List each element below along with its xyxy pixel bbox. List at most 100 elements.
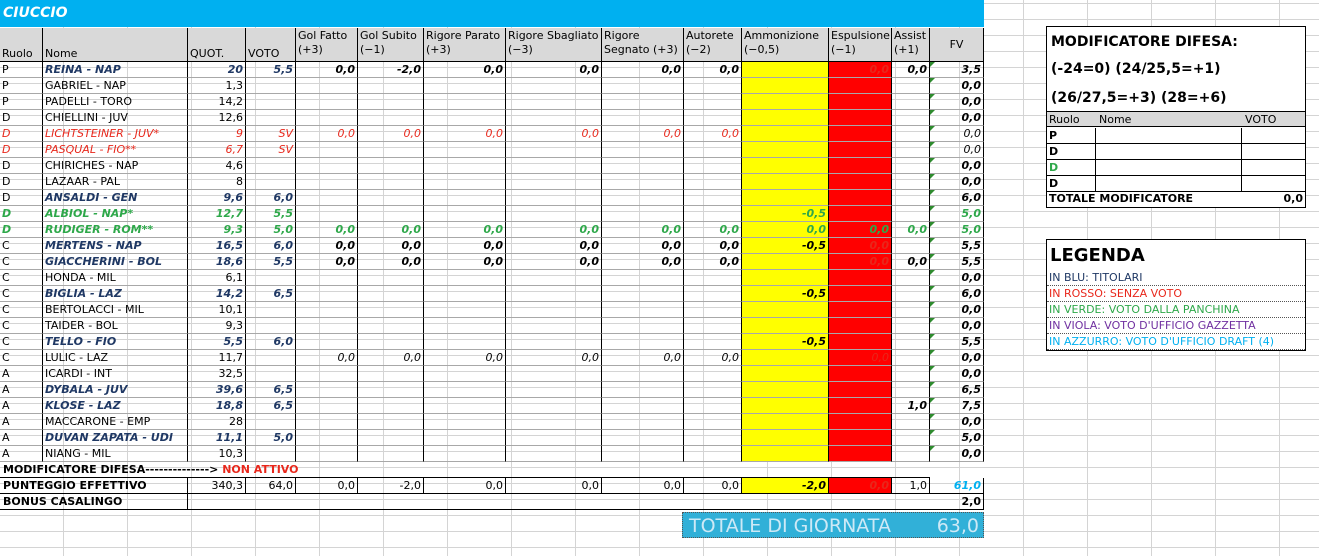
cell-rp[interactable] (424, 366, 506, 382)
cell-gs[interactable] (358, 206, 424, 222)
cell-quot[interactable]: 4,6 (188, 158, 246, 174)
cell-rse[interactable]: 0,0 (602, 254, 684, 270)
cell-rse[interactable] (602, 414, 684, 430)
cell-rp[interactable] (424, 430, 506, 446)
cell-voto[interactable] (246, 158, 296, 174)
cell-aut[interactable] (684, 302, 742, 318)
cell-rp[interactable]: 0,0 (424, 222, 506, 238)
cell-nome[interactable]: CHIRICHES - NAP (43, 158, 188, 174)
cell-voto[interactable]: 6,5 (246, 286, 296, 302)
cell-esp[interactable] (829, 302, 892, 318)
cell-voto[interactable] (246, 110, 296, 126)
cell-voto[interactable] (246, 350, 296, 366)
cell-fv[interactable]: 0,0 (930, 302, 984, 318)
cell-nome[interactable]: GABRIEL - NAP (43, 78, 188, 94)
cell-amm[interactable] (742, 126, 829, 142)
cell-gf[interactable] (296, 302, 358, 318)
cell-quot[interactable]: 18,8 (188, 398, 246, 414)
cell-esp[interactable] (829, 78, 892, 94)
cell-nome[interactable]: TELLO - FIO (43, 334, 188, 350)
cell-gf[interactable] (296, 430, 358, 446)
cell-amm[interactable]: -0,5 (742, 286, 829, 302)
cell-esp[interactable] (829, 126, 892, 142)
cell-ruolo[interactable]: A (0, 366, 43, 382)
cell-voto[interactable] (246, 446, 296, 462)
cell-gs[interactable] (358, 366, 424, 382)
cell-gf[interactable] (296, 142, 358, 158)
cell-amm[interactable] (742, 142, 829, 158)
cell-gs[interactable] (358, 398, 424, 414)
cell-voto[interactable]: 5,5 (246, 206, 296, 222)
cell-rsb[interactable] (506, 270, 602, 286)
cell-fv[interactable]: 0,0 (930, 158, 984, 174)
cell-esp[interactable] (829, 190, 892, 206)
cell-ass[interactable] (892, 430, 930, 446)
cell-fv[interactable]: 5,0 (930, 206, 984, 222)
cell-rse[interactable] (602, 206, 684, 222)
cell-ruolo[interactable]: A (0, 414, 43, 430)
cell-ruolo[interactable]: C (0, 254, 43, 270)
cell-ass[interactable] (892, 334, 930, 350)
cell-aut[interactable] (684, 414, 742, 430)
cell-esp[interactable] (829, 318, 892, 334)
cell-aut[interactable]: 0,0 (684, 222, 742, 238)
cell-quot[interactable]: 5,5 (188, 334, 246, 350)
cell-ass[interactable] (892, 318, 930, 334)
cell-fv[interactable]: 5,5 (930, 334, 984, 350)
cell-aut[interactable] (684, 190, 742, 206)
cell-amm[interactable] (742, 270, 829, 286)
cell-fv[interactable]: 6,5 (930, 382, 984, 398)
cell-esp[interactable] (829, 446, 892, 462)
cell-gs[interactable] (358, 286, 424, 302)
cell-rsb[interactable] (506, 78, 602, 94)
cell-quot[interactable]: 12,6 (188, 110, 246, 126)
cell-rsb[interactable] (506, 430, 602, 446)
cell-ass[interactable] (892, 414, 930, 430)
cell-gf[interactable]: 0,0 (296, 62, 358, 78)
cell-aut[interactable] (684, 286, 742, 302)
cell-voto[interactable]: 5,0 (246, 430, 296, 446)
cell-ruolo[interactable]: C (0, 302, 43, 318)
cell-gs[interactable]: -2,0 (358, 62, 424, 78)
cell-fv[interactable]: 0,0 (930, 110, 984, 126)
cell-voto[interactable] (246, 94, 296, 110)
cell-aut[interactable] (684, 174, 742, 190)
cell-gs[interactable] (358, 270, 424, 286)
cell-gs[interactable] (358, 78, 424, 94)
cell-amm[interactable] (742, 174, 829, 190)
cell-gs[interactable]: 0,0 (358, 238, 424, 254)
cell-ruolo[interactable]: D (0, 190, 43, 206)
cell-quot[interactable]: 11,1 (188, 430, 246, 446)
cell-ruolo[interactable]: C (0, 334, 43, 350)
cell-rp[interactable] (424, 174, 506, 190)
cell-rse[interactable] (602, 430, 684, 446)
cell-quot[interactable]: 32,5 (188, 366, 246, 382)
cell-rse[interactable] (602, 446, 684, 462)
cell-quot[interactable]: 10,1 (188, 302, 246, 318)
cell-gf[interactable]: 0,0 (296, 222, 358, 238)
cell-ruolo[interactable]: A (0, 446, 43, 462)
cell-gf[interactable]: 0,0 (296, 238, 358, 254)
cell-rse[interactable] (602, 286, 684, 302)
cell-gf[interactable] (296, 270, 358, 286)
cell-voto[interactable]: 5,5 (246, 254, 296, 270)
cell-rsb[interactable] (506, 302, 602, 318)
cell-aut[interactable] (684, 430, 742, 446)
cell-fv[interactable]: 6,0 (930, 286, 984, 302)
cell-gs[interactable] (358, 318, 424, 334)
cell-ass[interactable]: 0,0 (892, 254, 930, 270)
cell-rp[interactable]: 0,0 (424, 238, 506, 254)
cell-nome[interactable]: BIGLIA - LAZ (43, 286, 188, 302)
cell-rsb[interactable]: 0,0 (506, 126, 602, 142)
cell-esp[interactable] (829, 382, 892, 398)
cell-esp[interactable] (829, 158, 892, 174)
cell-amm[interactable]: 0,0 (742, 222, 829, 238)
cell-rp[interactable] (424, 110, 506, 126)
cell-rp[interactable] (424, 318, 506, 334)
cell-ruolo[interactable]: P (0, 78, 43, 94)
cell-quot[interactable]: 16,5 (188, 238, 246, 254)
cell-esp[interactable]: 0,0 (829, 254, 892, 270)
cell-esp[interactable]: 0,0 (829, 222, 892, 238)
cell-quot[interactable]: 9,3 (188, 318, 246, 334)
cell-nome[interactable]: BERTOLACCI - MIL (43, 302, 188, 318)
